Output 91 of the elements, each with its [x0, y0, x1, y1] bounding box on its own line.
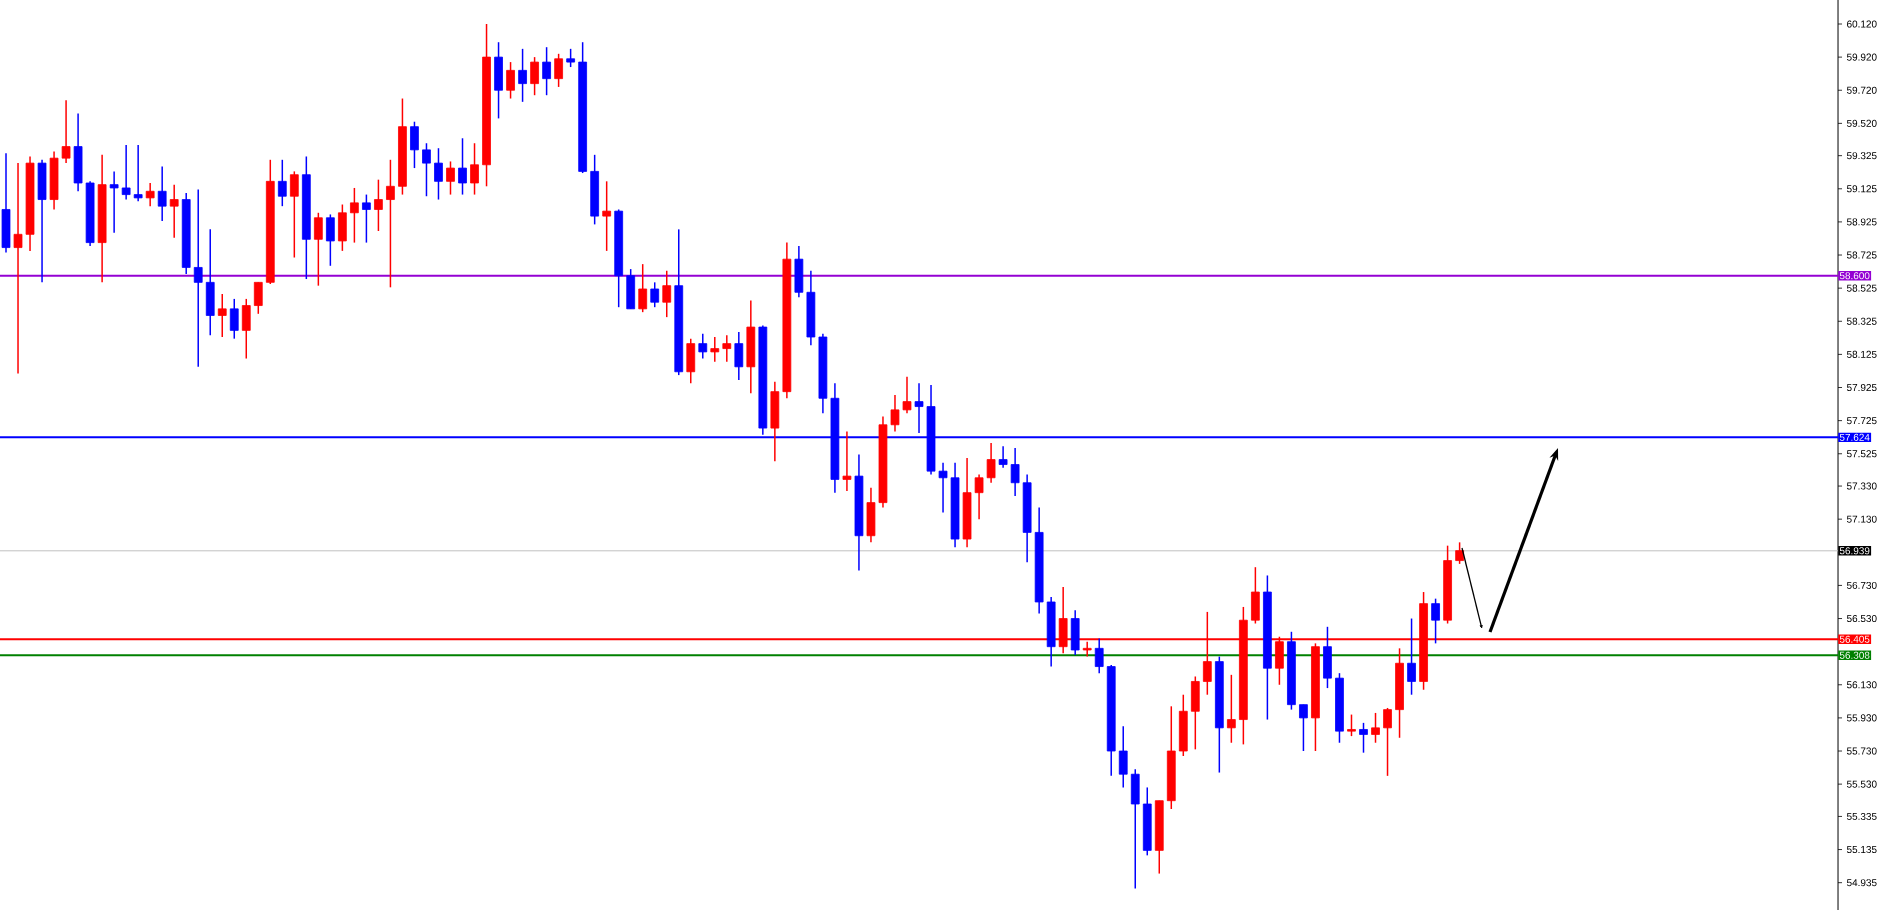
- y-tick-label: 57.925: [1846, 383, 1877, 392]
- candlestick: [1371, 712, 1380, 744]
- candlestick: [698, 332, 708, 360]
- ref-line-label: 56.405: [1839, 635, 1870, 643]
- y-tick-label: 58.925: [1846, 218, 1877, 226]
- ref-line-label: 58.600: [1839, 272, 1870, 280]
- candlestick: [13, 162, 23, 375]
- y-tick-label: 58.525: [1846, 284, 1877, 292]
- candlestick: [986, 442, 996, 484]
- candlestick: [253, 281, 263, 315]
- candlestick: [890, 394, 900, 433]
- candlestick: [1359, 722, 1368, 754]
- y-tick-label: 54.935: [1846, 879, 1877, 887]
- y-tick-label: 55.930: [1846, 714, 1877, 722]
- candlestick: [121, 144, 131, 201]
- y-tick-label: 57.330: [1846, 482, 1877, 490]
- candlestick: [1226, 674, 1236, 744]
- candlestick: [313, 212, 323, 287]
- y-tick-label: 59.720: [1846, 86, 1877, 94]
- candlestick: [1455, 541, 1464, 565]
- y-tick-label: 58.725: [1846, 251, 1877, 259]
- y-tick-label: 57.525: [1846, 450, 1877, 458]
- candlestick: [446, 160, 455, 196]
- candlestick: [1118, 725, 1128, 789]
- candlestick: [458, 137, 467, 196]
- candlestick: [193, 188, 203, 368]
- candlestick: [410, 120, 419, 169]
- y-tick-label: 55.135: [1846, 846, 1877, 854]
- candlestick: [530, 56, 539, 96]
- candlestick: [506, 61, 515, 100]
- y-tick-label: 59.125: [1846, 185, 1877, 193]
- candlestick: [662, 270, 672, 318]
- candlestick: [326, 213, 335, 267]
- candlestick: [998, 445, 1008, 469]
- candlestick: [157, 165, 167, 222]
- y-tick-label: 55.730: [1846, 747, 1877, 755]
- ref-line-label: 56.308: [1839, 651, 1870, 659]
- candlestick: [1299, 703, 1308, 752]
- candlestick: [566, 48, 575, 68]
- candlestick: [217, 293, 227, 338]
- candlestick: [602, 180, 612, 252]
- candlestick: [1094, 637, 1104, 674]
- ref-line-label: 57.624: [1839, 433, 1870, 441]
- candlestick: [842, 430, 852, 492]
- candlestick: [638, 263, 648, 313]
- y-tick-label: 59.325: [1846, 152, 1877, 160]
- candlestick: [650, 281, 660, 308]
- candlestick: [350, 187, 359, 244]
- candlestick: [722, 334, 732, 363]
- candlestick: [133, 144, 143, 202]
- candlestick: [1383, 707, 1392, 777]
- candlestick: [422, 142, 431, 197]
- candlestick: [1407, 617, 1416, 696]
- candlestick: [434, 147, 443, 201]
- y-tick-label: 60.120: [1847, 20, 1877, 28]
- y-tick-label: 57.725: [1846, 417, 1877, 425]
- y-tick-label: 56.530: [1846, 615, 1877, 623]
- candlestick: [109, 170, 119, 234]
- candlestick: [734, 331, 744, 381]
- candlestick: [1010, 447, 1020, 497]
- y-tick-label: 58.325: [1846, 317, 1877, 325]
- candlestick: [386, 159, 395, 289]
- candlestick: [938, 462, 948, 514]
- y-tick-label: 58.125: [1846, 350, 1877, 358]
- candlestick: [61, 99, 71, 164]
- y-tick-label: 59.920: [1846, 53, 1877, 61]
- candlestick: [902, 376, 912, 414]
- ref-line-label: 56.939: [1839, 547, 1870, 555]
- y-tick-label: 57.130: [1846, 515, 1877, 523]
- candlestick: [710, 336, 720, 363]
- candlestick: [542, 46, 551, 96]
- y-tick-label: 55.335: [1846, 812, 1877, 820]
- candlestick: [914, 382, 924, 434]
- candlestick: [1347, 713, 1356, 737]
- candlestick: [277, 159, 287, 207]
- y-tick-label: 56.130: [1846, 681, 1877, 689]
- candlestick: [554, 53, 563, 88]
- candlestick: [374, 178, 383, 232]
- candlestick: [470, 142, 479, 196]
- candlestick: [1431, 597, 1440, 645]
- candlestick: [229, 298, 239, 340]
- candlestick: [362, 193, 371, 244]
- y-tick-label: 55.530: [1846, 780, 1877, 788]
- candlestick: [145, 182, 155, 207]
- y-tick-label: 56.730: [1846, 581, 1877, 589]
- candlestick: [169, 183, 179, 239]
- candlestick: [974, 473, 984, 520]
- candlestick: [289, 170, 299, 259]
- y-tick-label: 59.520: [1846, 119, 1877, 127]
- candlestick: [518, 48, 527, 103]
- candlestick: [1082, 640, 1092, 658]
